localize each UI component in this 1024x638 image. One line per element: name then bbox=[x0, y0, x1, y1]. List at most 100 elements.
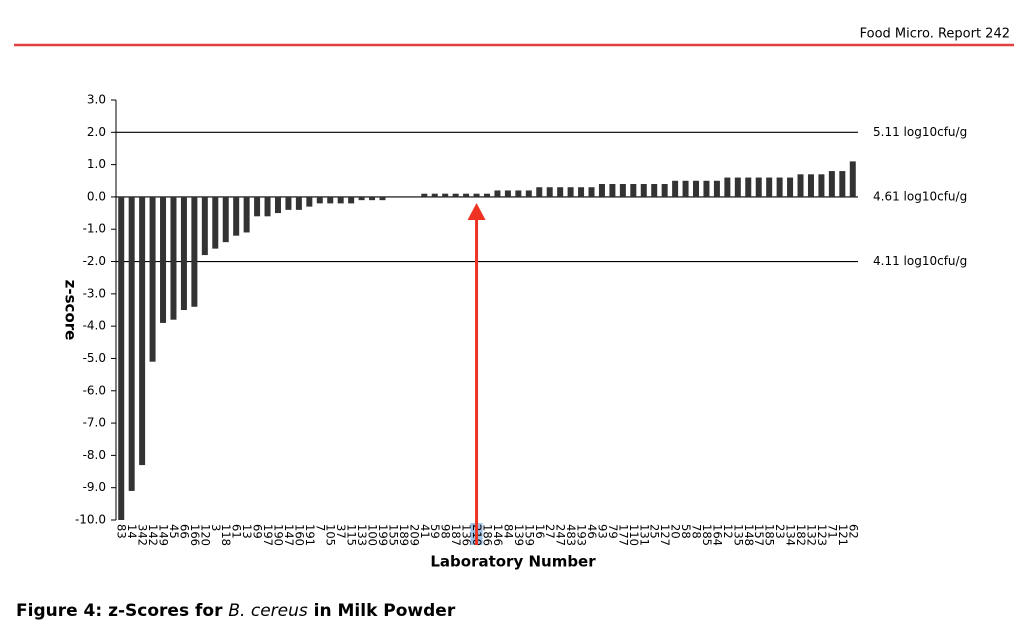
bar bbox=[713, 180, 720, 197]
bar bbox=[525, 190, 532, 197]
x-tick-label: 16 bbox=[533, 524, 547, 539]
bar bbox=[212, 196, 219, 249]
x-tick-label: 69 bbox=[251, 524, 265, 539]
x-tick-label: 191 bbox=[303, 524, 317, 546]
x-tick-label: 133 bbox=[355, 524, 369, 546]
x-tick-label: 20 bbox=[669, 524, 683, 539]
bar bbox=[222, 196, 229, 243]
bar bbox=[693, 180, 700, 197]
x-tick-label: 147 bbox=[282, 524, 296, 546]
bar bbox=[118, 196, 125, 520]
bar bbox=[588, 187, 595, 197]
x-tick-label: 190 bbox=[271, 524, 285, 546]
y-tick-label: 2.0 bbox=[87, 125, 106, 139]
y-tick-label: -1.0 bbox=[83, 222, 106, 236]
x-tick-label: 182 bbox=[794, 524, 808, 546]
x-tick-label: 12 bbox=[721, 524, 735, 539]
y-tick-label: 0.0 bbox=[87, 189, 106, 203]
x-tick-label: 146 bbox=[491, 524, 505, 546]
x-tick-label: 37 bbox=[334, 524, 348, 539]
x-tick-label: 46 bbox=[585, 524, 599, 539]
x-tick-label: 25 bbox=[648, 524, 662, 539]
x-tick-label: 209 bbox=[407, 524, 421, 546]
bar bbox=[285, 196, 292, 210]
x-tick-label: 135 bbox=[731, 524, 745, 546]
bar bbox=[755, 177, 762, 197]
bar bbox=[421, 193, 428, 197]
caption-italic: B. cereus bbox=[228, 601, 307, 621]
bar bbox=[337, 196, 344, 204]
bar bbox=[160, 196, 167, 323]
bar bbox=[484, 193, 490, 197]
x-tick-label: 197 bbox=[261, 524, 275, 546]
y-tick-label: -4.0 bbox=[83, 319, 106, 333]
x-tick-label: 148 bbox=[742, 524, 756, 546]
bar bbox=[201, 196, 208, 256]
y-tick-label: 3.0 bbox=[87, 93, 106, 107]
x-tick-label: 199 bbox=[376, 524, 390, 546]
bar bbox=[651, 184, 658, 197]
x-tick-label: 247 bbox=[554, 524, 568, 546]
reference-label: 4.11 log10cfu/g bbox=[873, 254, 967, 268]
x-tick-label: 23 bbox=[773, 524, 787, 539]
x-tick-label: 177 bbox=[616, 524, 630, 546]
bar bbox=[504, 190, 511, 197]
x-tick-label: 342 bbox=[136, 524, 150, 546]
bar bbox=[233, 196, 240, 236]
x-tick-label: 160 bbox=[292, 524, 306, 546]
bar bbox=[243, 196, 250, 233]
x-tick-label: 84 bbox=[501, 524, 515, 539]
bar bbox=[452, 193, 459, 197]
bar bbox=[703, 180, 710, 197]
x-tick-label: 157 bbox=[752, 524, 766, 546]
x-tick-label: 121 bbox=[836, 524, 850, 546]
y-tick-label: -7.0 bbox=[83, 416, 106, 430]
x-tick-label: 164 bbox=[710, 524, 724, 546]
y-tick-label: -3.0 bbox=[83, 286, 106, 300]
bar bbox=[149, 196, 156, 362]
reference-label: 4.61 log10cfu/g bbox=[873, 189, 967, 203]
bar bbox=[463, 193, 470, 197]
x-tick-label: 149 bbox=[157, 524, 171, 546]
bar bbox=[515, 190, 522, 197]
y-tick-label: -10.0 bbox=[75, 513, 106, 527]
x-tick-label: 142 bbox=[146, 524, 160, 546]
x-tick-label: 100 bbox=[366, 524, 380, 546]
x-tick-label: 120 bbox=[198, 524, 212, 546]
x-axis-title: Laboratory Number bbox=[430, 553, 596, 571]
bar bbox=[724, 177, 731, 197]
x-tick-label: 41 bbox=[418, 524, 432, 539]
bar bbox=[442, 193, 449, 197]
x-tick-label: 14 bbox=[125, 524, 139, 539]
bar bbox=[776, 177, 783, 197]
bar bbox=[807, 174, 814, 197]
x-tick-label: 131 bbox=[637, 524, 651, 546]
x-tick-label: 185 bbox=[700, 524, 714, 546]
x-tick-label: 483 bbox=[564, 524, 578, 546]
bar bbox=[379, 196, 386, 201]
y-tick-label: 1.0 bbox=[87, 157, 106, 171]
bar bbox=[295, 196, 302, 210]
x-tick-label: 136 bbox=[460, 524, 474, 546]
bar bbox=[306, 196, 313, 207]
bar bbox=[557, 187, 564, 197]
x-tick-label: 189 bbox=[397, 524, 411, 546]
x-tick-label: 166 bbox=[188, 524, 202, 546]
bar bbox=[358, 196, 365, 201]
bar bbox=[431, 193, 438, 197]
bar bbox=[797, 174, 804, 197]
bar bbox=[128, 196, 135, 491]
caption: Figure 4: z-Scores for B. cereus in Milk… bbox=[16, 601, 456, 621]
x-tick-label: 98 bbox=[439, 524, 453, 539]
bar bbox=[672, 180, 679, 197]
x-tick-label: 83 bbox=[115, 524, 129, 539]
x-tick-label: 185 bbox=[763, 524, 777, 546]
x-tick-label: 45 bbox=[167, 524, 181, 539]
reference-label: 5.11 log10cfu/g bbox=[873, 125, 967, 139]
x-tick-label: 78 bbox=[690, 524, 704, 539]
x-tick-label: 7 bbox=[313, 524, 327, 531]
y-tick-label: -2.0 bbox=[83, 254, 106, 268]
x-tick-label: 110 bbox=[627, 524, 641, 546]
x-tick-label: 127 bbox=[658, 524, 672, 546]
